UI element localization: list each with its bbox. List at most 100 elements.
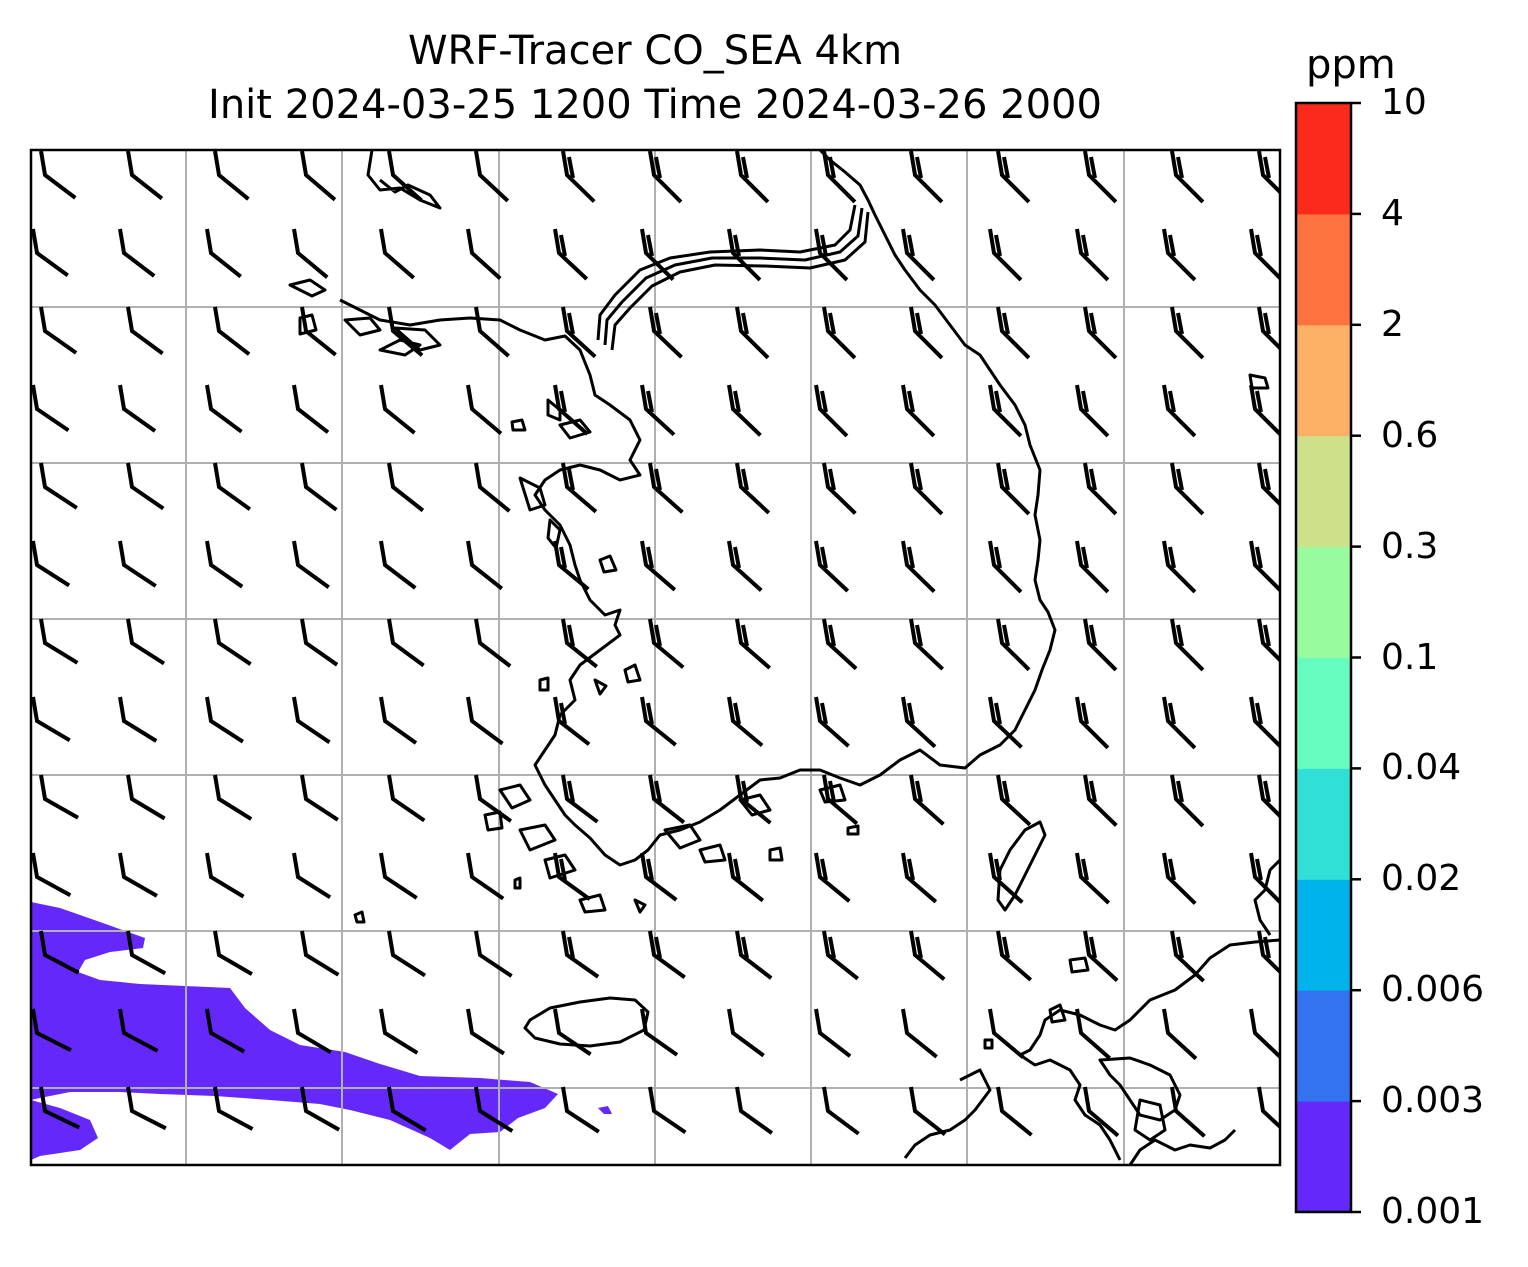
wind-barb <box>302 931 338 975</box>
wind-barb <box>1077 697 1108 748</box>
wind-barb <box>302 775 338 820</box>
wind-barb <box>389 463 423 511</box>
wind-barb <box>41 619 77 663</box>
wind-barb <box>911 151 942 202</box>
wind-barb <box>1172 931 1204 981</box>
wind-barb <box>41 463 77 508</box>
wind-barb <box>381 1009 417 1053</box>
wind-barb <box>128 463 163 509</box>
wind-barb <box>1172 463 1203 514</box>
wind-barb <box>1251 385 1282 436</box>
wind-barb <box>737 307 768 358</box>
wind-barb <box>1077 541 1108 592</box>
wind-barb <box>642 385 674 435</box>
wind-barb <box>207 229 241 277</box>
wind-barb <box>207 541 242 587</box>
wind-barb <box>207 853 244 897</box>
jeju-island <box>525 998 648 1046</box>
wind-barb <box>903 853 936 902</box>
colorbar-tick-label: 0.02 <box>1381 859 1461 899</box>
wind-barb <box>128 619 164 664</box>
wind-barb <box>911 619 943 669</box>
wind-barb <box>563 775 597 822</box>
wind-barb <box>389 619 424 666</box>
wind-barb <box>1085 775 1116 825</box>
wind-barb <box>1172 151 1203 202</box>
wind-barb <box>41 775 78 818</box>
wind-barb <box>381 385 415 433</box>
wind-barb <box>911 775 943 824</box>
wind-barb <box>468 853 503 899</box>
wind-barb <box>1251 541 1282 592</box>
wind-barb <box>903 385 934 436</box>
korea-west-coast <box>340 150 1055 865</box>
wind-barb <box>729 229 760 280</box>
wind-barb <box>33 385 68 430</box>
wind-barb <box>381 541 415 588</box>
wind-barb <box>563 463 596 512</box>
wind-barb <box>998 151 1029 202</box>
wind-barb <box>911 1087 945 1134</box>
colorbar-tick-label: 0.6 <box>1381 416 1438 456</box>
wind-barb <box>998 775 1030 825</box>
wind-barb <box>737 1087 772 1133</box>
wind-barb <box>468 385 501 434</box>
wind-barb <box>563 151 594 202</box>
colorbar-tick-label: 0.003 <box>1381 1081 1484 1121</box>
wind-barb <box>381 697 416 743</box>
wind-barb <box>294 229 327 277</box>
wind-barb <box>33 229 68 275</box>
wind-barb <box>215 931 252 974</box>
wind-barb <box>1172 619 1203 670</box>
wind-barb <box>729 1009 764 1056</box>
wind-barb <box>998 931 1031 980</box>
wind-barb <box>128 775 165 819</box>
wind-barb <box>33 541 69 585</box>
wind-barb <box>120 697 156 741</box>
wind-barb <box>1251 1009 1283 1059</box>
wind-barb <box>120 385 155 431</box>
wind-barb <box>998 1087 1032 1135</box>
wind-barb <box>816 853 849 901</box>
wind-barb <box>1259 775 1290 826</box>
wind-barb <box>120 229 154 276</box>
colorbar-segment <box>1296 990 1351 1101</box>
wind-barb <box>381 853 417 898</box>
wind-barb <box>1085 151 1116 202</box>
wind-barb <box>294 853 330 897</box>
wind-barb <box>563 931 598 977</box>
wind-barb <box>120 541 156 586</box>
wind-barb <box>737 463 769 513</box>
wind-barb <box>903 541 934 592</box>
wind-barb <box>555 853 590 899</box>
wind-barb <box>476 307 509 356</box>
wind-barb <box>207 697 243 742</box>
colorbar-tick-label: 0.006 <box>1381 970 1484 1010</box>
wind-barb <box>215 775 251 819</box>
wind-barb <box>476 463 509 511</box>
wind-barb <box>642 697 676 745</box>
wind-barb <box>824 307 855 358</box>
wind-barb <box>990 1009 1023 1057</box>
wind-barb <box>1085 619 1116 670</box>
colorbar-tick-label: 2 <box>1381 305 1404 345</box>
wind-barb <box>737 619 770 668</box>
border-line-1 <box>598 205 855 340</box>
wind-barb <box>389 775 424 821</box>
wind-barb <box>563 1087 599 1132</box>
wind-barb <box>737 931 771 978</box>
wind-barb <box>1164 385 1195 436</box>
wind-barb <box>824 463 855 513</box>
wind-barb <box>737 151 768 202</box>
wind-barb <box>824 1087 859 1134</box>
wind-barb <box>1077 853 1109 903</box>
wind-barb <box>911 463 942 514</box>
wind-barb <box>302 151 335 200</box>
wind-barb <box>1172 307 1203 358</box>
wind-barb <box>476 619 510 666</box>
wind-barb <box>468 697 503 744</box>
colorbar-tick-label: 0.1 <box>1381 638 1438 678</box>
wind-barb <box>642 541 675 590</box>
wind-barb <box>998 307 1029 358</box>
wind-barb <box>729 853 763 901</box>
